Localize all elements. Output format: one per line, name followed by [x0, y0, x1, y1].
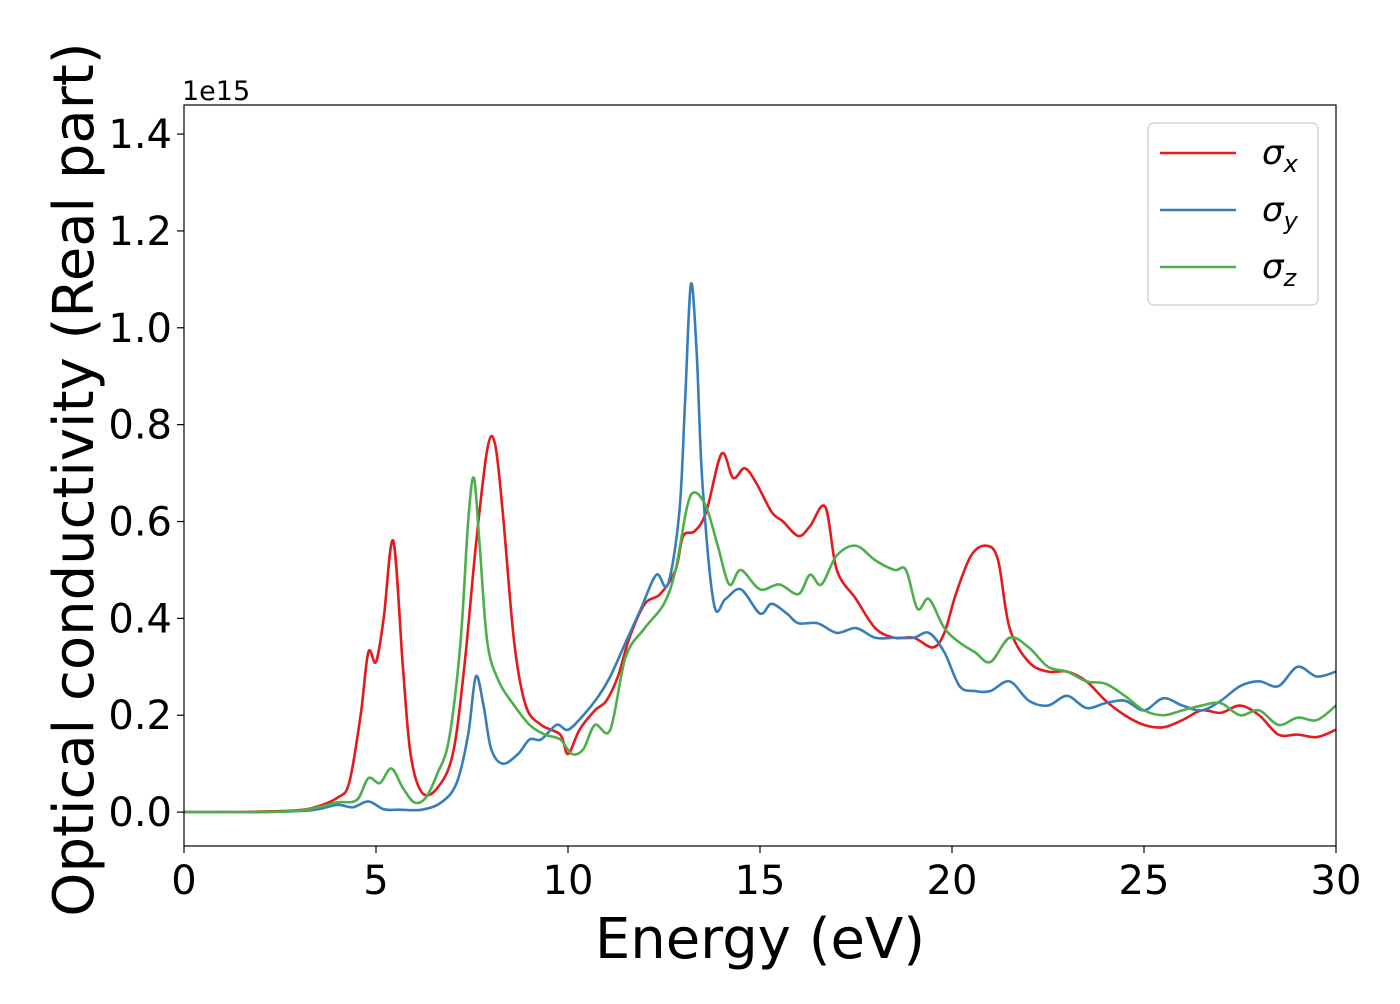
y-tick-label: 1.4: [108, 112, 172, 158]
legend-label-subscript: x: [1283, 150, 1299, 178]
legend-label-symbol: σ: [1262, 247, 1285, 287]
legend-item-z: σz: [1160, 247, 1298, 292]
y-offset-label: 1e15: [182, 76, 250, 107]
y-tick-label: 0.2: [108, 693, 172, 739]
series-line-z: [184, 476, 1336, 814]
legend-frame: [1147, 122, 1319, 306]
legend-label-subscript: y: [1283, 207, 1299, 235]
series-line-x: [184, 434, 1336, 814]
series-layer: [184, 281, 1336, 814]
x-tick-label: 0: [171, 858, 196, 904]
x-tick-label: 10: [543, 858, 594, 904]
y-axis: 0.0 0.2 0.4 0.6 0.8 1.0 1.2 1.4: [108, 112, 184, 836]
y-tick-label: 0.6: [108, 500, 172, 546]
x-axis-label: Energy (eV): [595, 907, 925, 972]
legend-label: σy: [1262, 190, 1299, 235]
legend-label-symbol: σ: [1262, 133, 1285, 173]
x-axis: 0 5 10 15 20 25 30: [171, 846, 1361, 904]
legend-label-symbol: σ: [1262, 190, 1285, 230]
legend-item-x: σx: [1160, 133, 1299, 178]
legend-label: σx: [1262, 133, 1299, 178]
x-tick-label: 5: [363, 858, 388, 904]
y-tick-label: 0.8: [108, 403, 172, 449]
legend-item-y: σy: [1160, 190, 1299, 235]
legend-label-subscript: z: [1283, 264, 1298, 292]
y-tick-label: 0.0: [108, 790, 172, 836]
x-tick-label: 25: [1119, 858, 1170, 904]
series-line-y: [184, 281, 1336, 814]
x-tick-label: 30: [1311, 858, 1362, 904]
x-tick-label: 20: [927, 858, 978, 904]
y-tick-label: 0.4: [108, 596, 172, 642]
y-tick-label: 1.2: [108, 209, 172, 255]
x-tick-label: 15: [735, 858, 786, 904]
y-tick-label: 1.0: [108, 306, 172, 352]
y-axis-label: Optical conductivity (Real part): [42, 42, 107, 916]
legend-label: σz: [1262, 247, 1298, 292]
